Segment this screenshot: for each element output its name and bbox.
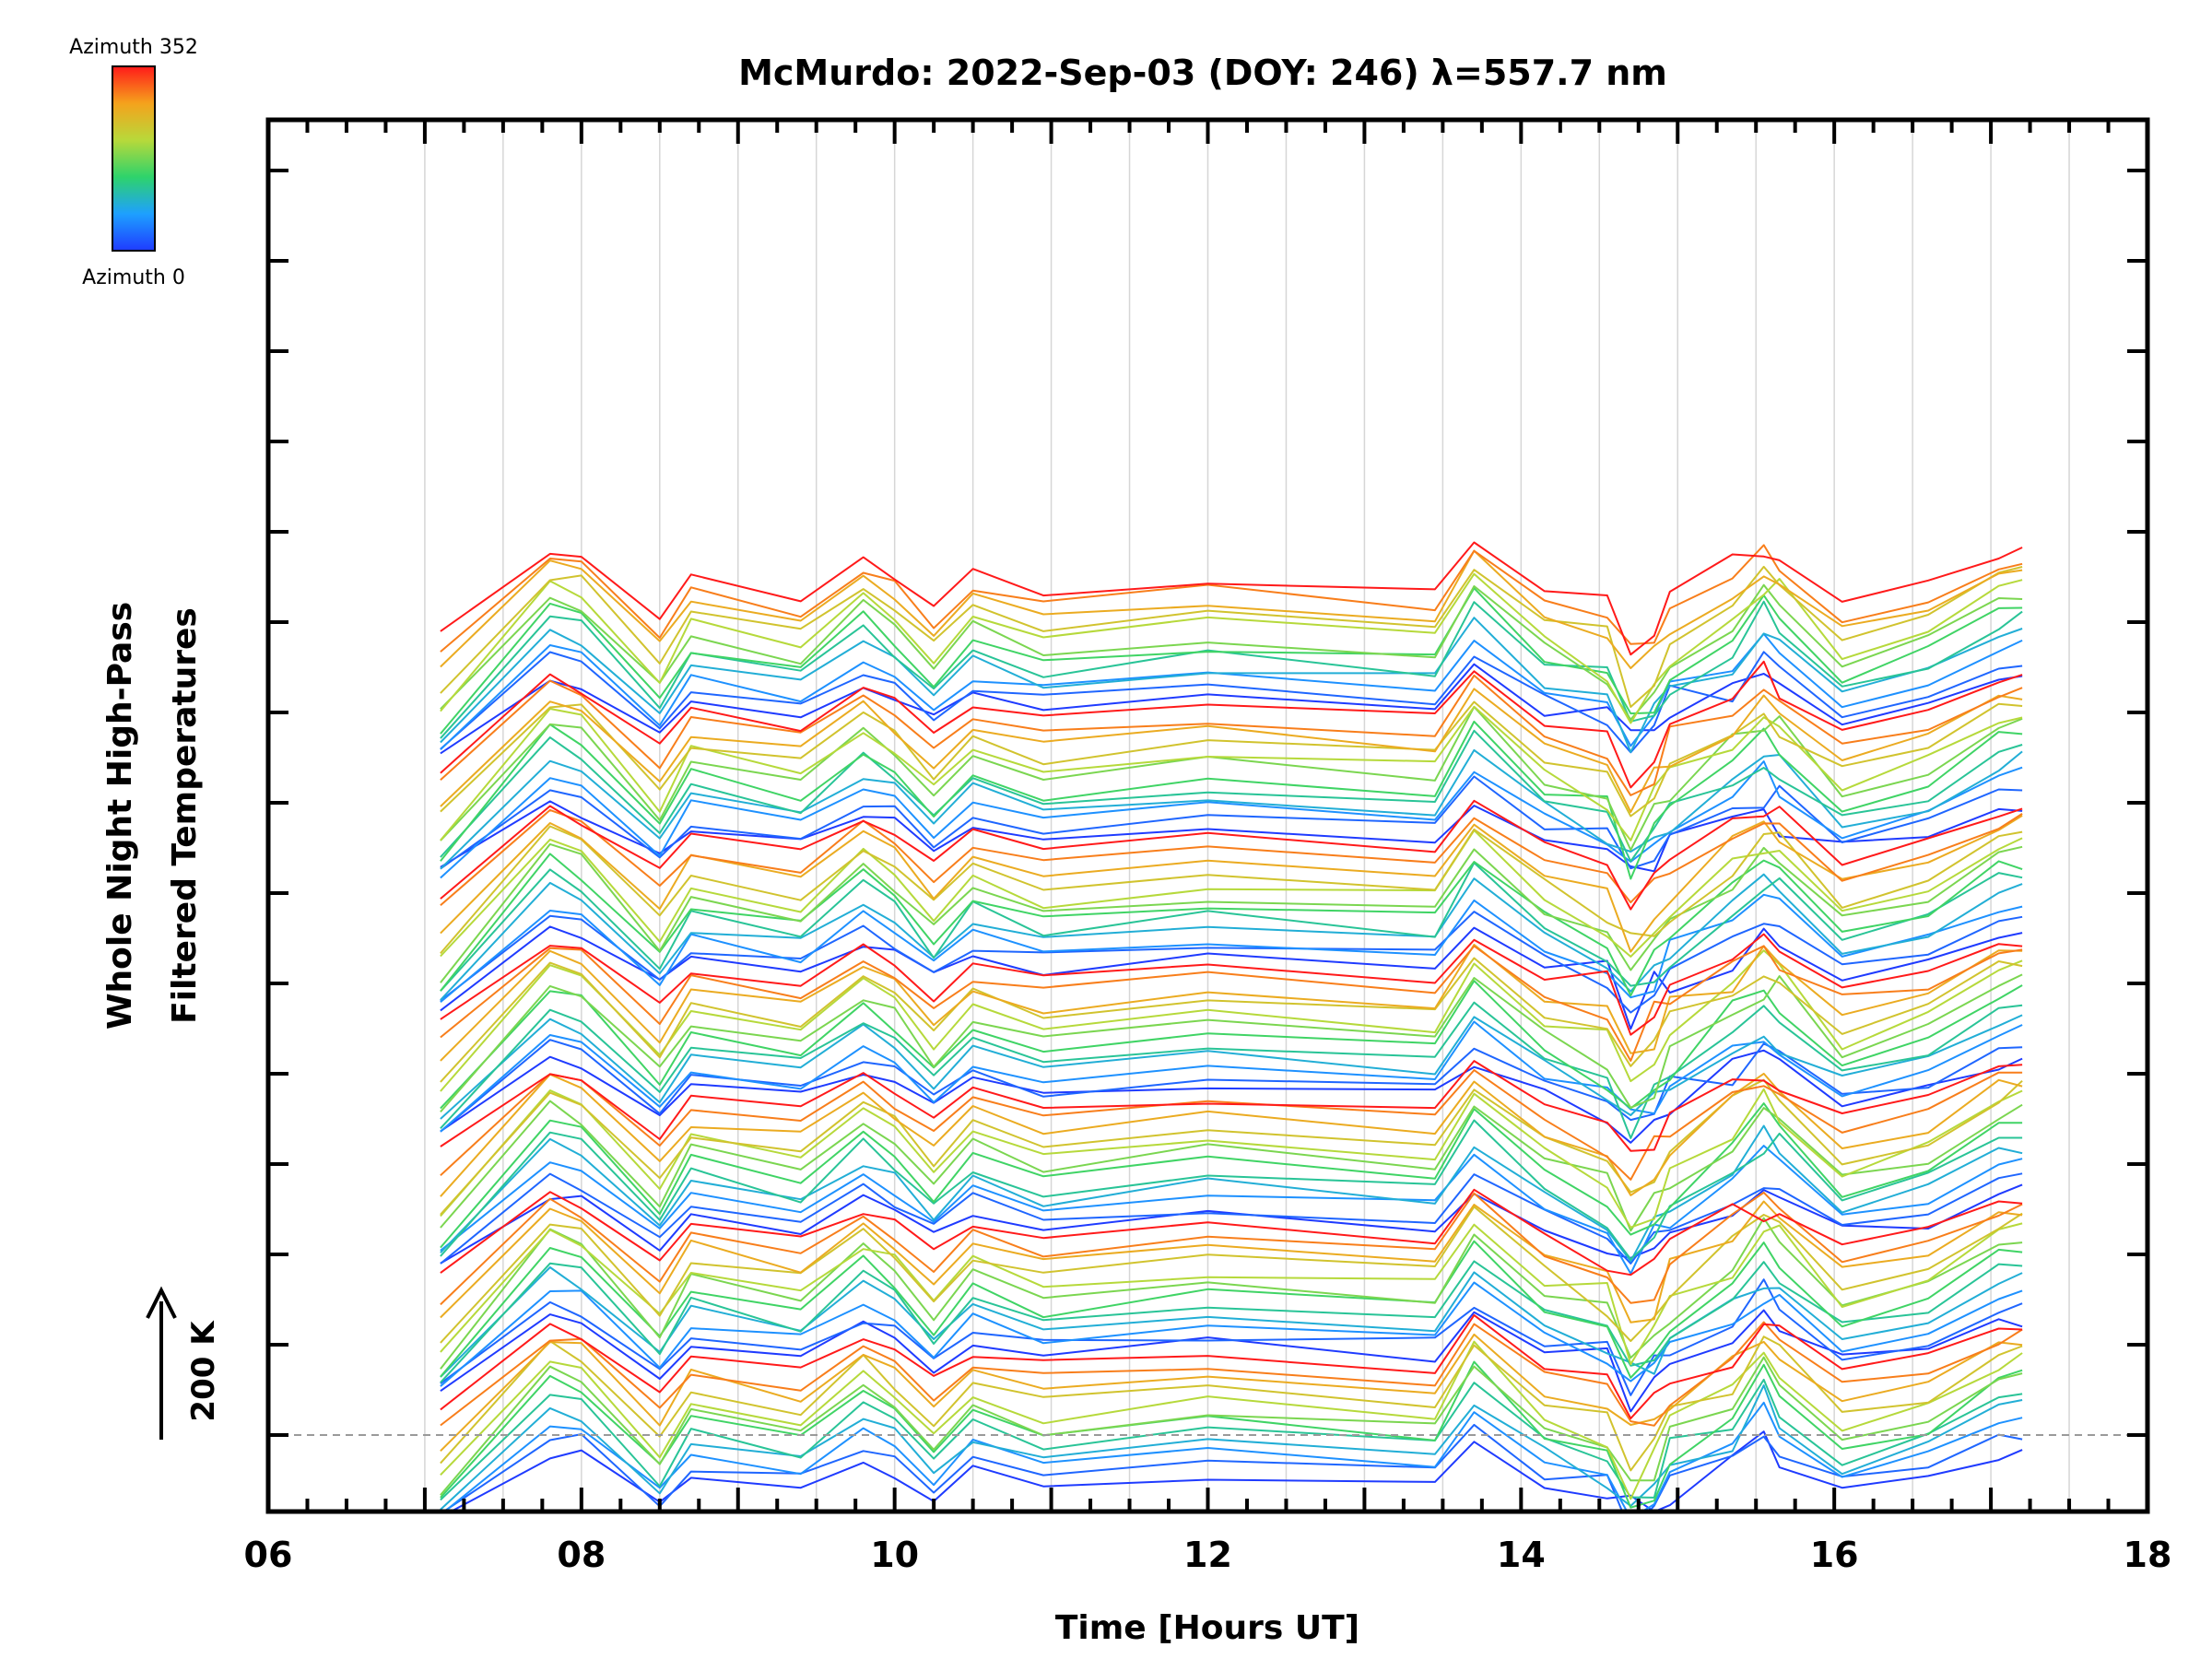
series-line [440, 674, 2023, 796]
series-line [440, 748, 2023, 870]
chart-title: McMurdo: 2022-Sep-03 (DOY: 246) λ=557.7 … [738, 53, 1667, 93]
series-line [440, 1356, 2023, 1496]
series-line [442, 1401, 2023, 1512]
series-line [440, 1145, 2023, 1275]
series-line [440, 1360, 2023, 1509]
series-line [440, 1266, 2023, 1378]
series-line [440, 1321, 2023, 1427]
series-line [440, 1340, 2023, 1500]
series-line [440, 700, 2023, 818]
series-line [440, 1183, 2023, 1265]
colorbar-top-label: Azimuth 352 [69, 36, 198, 59]
series-line [440, 980, 2023, 1110]
series-line [440, 706, 2023, 852]
series-line [440, 541, 2023, 656]
x-tick-label: 12 [1183, 1535, 1232, 1575]
x-axis-label: Time [Hours UT] [1055, 1609, 1359, 1647]
series-line [440, 1014, 2023, 1120]
series-line [440, 549, 2023, 669]
series-line [440, 1119, 2023, 1261]
series-line [440, 760, 2023, 879]
series-line [440, 1309, 2023, 1413]
series-line [440, 893, 2023, 1003]
series-line [440, 1378, 2023, 1501]
series-line [440, 1124, 2023, 1263]
series-line [440, 1100, 2023, 1232]
x-tick-label: 18 [2124, 1535, 2172, 1575]
series-line [440, 933, 2023, 1036]
series-line [440, 1313, 2023, 1419]
series-line [440, 925, 2023, 1030]
series-line [440, 1222, 2023, 1366]
series-line [440, 1049, 2023, 1144]
series-line [440, 651, 2023, 754]
y-axis-label-line1: Whole Night High-Pass [101, 602, 139, 1030]
series-line [440, 1188, 2023, 1277]
series-line [440, 663, 2023, 755]
series-line [440, 565, 2023, 708]
series-line [440, 1335, 2023, 1472]
series-line [440, 1069, 2023, 1181]
scale-label: 200 K [185, 1320, 222, 1422]
series-line [440, 1078, 2023, 1216]
series-line [440, 583, 2023, 721]
series-line [440, 1217, 2023, 1370]
colorbar-gradient [112, 65, 156, 252]
scale-arrowhead [146, 1286, 177, 1319]
scale-indicator: 200 K [146, 1286, 222, 1440]
series-line [440, 1020, 2023, 1133]
series-line [440, 1384, 2023, 1511]
series-line [440, 825, 2023, 955]
x-tick-label: 06 [244, 1535, 293, 1575]
series-line [440, 944, 2023, 1062]
x-tick-label: 08 [557, 1535, 606, 1575]
series-line [440, 1260, 2023, 1383]
series-line [440, 957, 2023, 1083]
series-line [440, 1088, 2023, 1229]
series-line [440, 729, 2023, 863]
series-lines [440, 541, 2023, 1512]
series-line [440, 544, 2023, 653]
series-line [440, 617, 2023, 753]
colorbar-bottom-label: Azimuth 0 [82, 266, 185, 289]
series-line [440, 1240, 2023, 1379]
series-line [440, 1278, 2023, 1396]
series-line [440, 973, 2023, 1113]
series-line [440, 720, 2023, 880]
series-line [440, 1281, 2023, 1387]
series-line [440, 808, 2023, 907]
colorbar: Azimuth 352 Azimuth 0 [69, 36, 198, 289]
series-line [440, 705, 2023, 841]
series-line [440, 1102, 2023, 1249]
plot-frame [265, 117, 2150, 1514]
series-line [440, 1001, 2023, 1139]
series-line [440, 1191, 2023, 1306]
series-line [441, 1423, 2023, 1512]
series-line [440, 949, 2023, 1092]
x-tick-label: 16 [1810, 1535, 1859, 1575]
series-line [440, 911, 2023, 1014]
series-line [440, 660, 2023, 789]
series-line [440, 842, 2023, 983]
series-line [440, 1333, 2023, 1453]
series-line [440, 1060, 2023, 1152]
series-line [440, 1172, 2023, 1265]
series-line [440, 853, 2023, 997]
series-line [440, 945, 2023, 1062]
series-line [440, 799, 2023, 911]
series-line [440, 862, 2023, 992]
series-line [440, 632, 2023, 751]
x-tick-label: 14 [1497, 1535, 1546, 1575]
x-tick-label: 10 [870, 1535, 919, 1575]
series-line [440, 688, 2023, 813]
series-line [440, 1206, 2023, 1344]
y-axis-label-line2: Filtered Temperatures [166, 607, 204, 1024]
series-line [449, 1430, 2023, 1512]
series-line [440, 873, 2023, 1001]
